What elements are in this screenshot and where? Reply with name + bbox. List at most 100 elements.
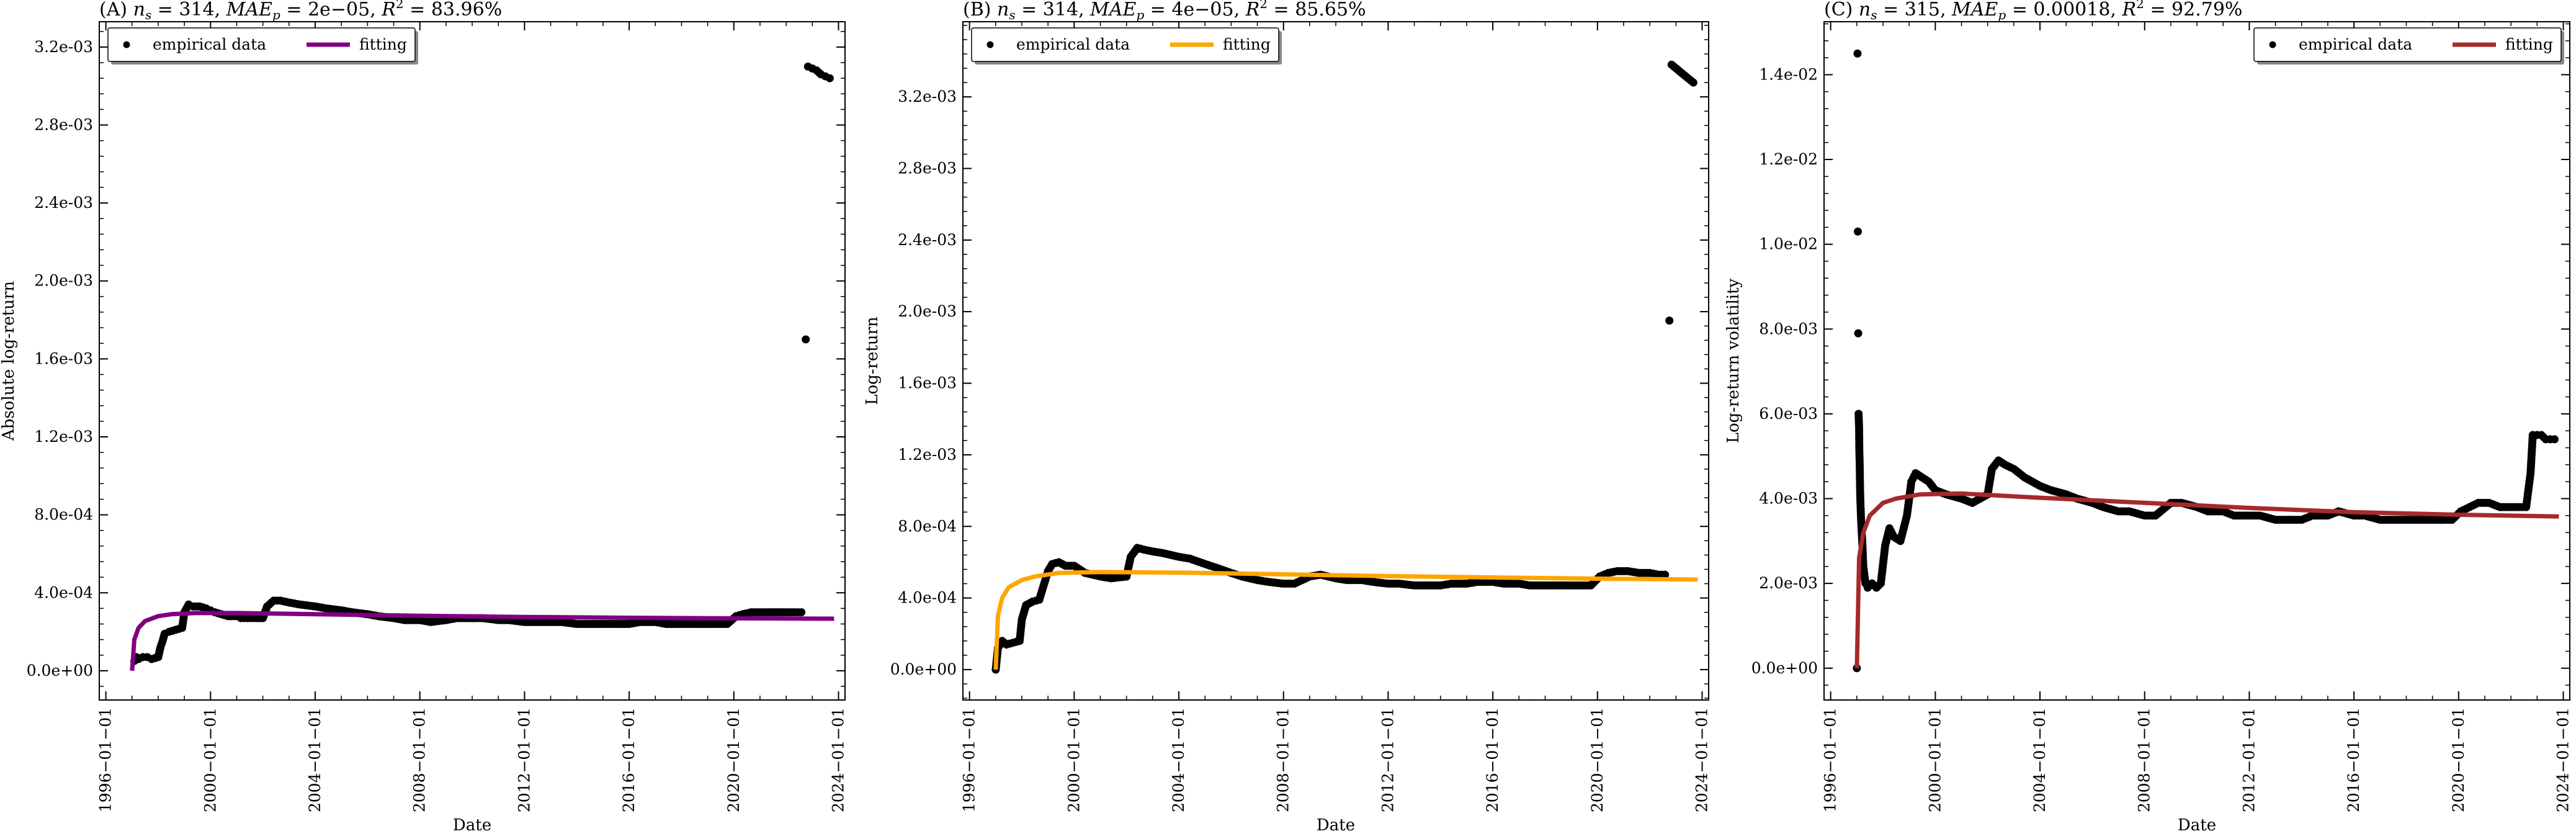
y-tick-label: 0.0e+00 [27,662,93,680]
y-axis-label: Log-return [863,316,882,405]
legend-label-empirical: empirical data [153,35,266,53]
y-tick-label: 8.0e-03 [1759,320,1818,338]
data-point [797,608,806,617]
x-axis-label: Date [1317,816,1355,835]
x-axis-label: Date [453,816,491,835]
empirical-series [1853,49,2559,673]
y-tick-label: 0.0e+00 [890,660,957,678]
y-axis-label: Log-return volatility [1724,278,1743,443]
chart-panel-a: (A) ns = 314, MAEp = 2e−05, R2 = 83.96% 0… [0,0,847,835]
y-tick-label: 6.0e-03 [1759,405,1818,423]
data-point [1665,316,1674,325]
x-tick-label: 2000−01−01 [201,707,219,812]
x-tick-label: 2008−01−01 [2135,707,2153,812]
plot-area [991,60,1698,674]
x-tick-label: 1996−01−01 [97,707,115,812]
y-tick-label: 4.0e-04 [34,583,93,601]
x-tick-label: 2016−01−01 [1483,707,1501,812]
empirical-series [130,62,834,665]
x-tick-label: 2008−01−01 [411,707,429,812]
plot-area [130,62,834,671]
y-tick-label: 4.0e-04 [898,589,957,607]
y-tick-label: 8.0e-04 [898,517,957,535]
x-tick-label: 2020−01−01 [725,707,743,812]
y-tick-label: 2.0e-03 [34,272,93,290]
x-tick-label: 2008−01−01 [1274,707,1292,812]
x-tick-label: 1996−01−01 [960,707,978,812]
axes-frame [99,21,846,701]
x-tick-label: 2004−01−01 [2031,707,2049,812]
axes-frame [962,21,1709,701]
chart-title: (C) ns = 315, MAEp = 0.00018, R2 = 92.79… [1824,0,2242,22]
legend: empirical data fitting [107,27,418,65]
y-tick-label: 1.2e-03 [34,428,93,446]
chart-panel-c: (C) ns = 315, MAEp = 0.00018, R2 = 92.79… [1724,0,2572,835]
x-tick-label: 2012−01−01 [2240,707,2258,812]
data-point [1854,227,1862,236]
fitting-line [130,611,834,671]
data-point [1853,49,1862,58]
legend-label-fitting: fitting [359,35,407,53]
y-tick-label: 2.4e-03 [898,231,957,249]
x-tick-label: 2012−01−01 [515,707,533,812]
legend-label-empirical: empirical data [2299,35,2412,53]
data-point [2550,435,2559,444]
x-tick-label: 2000−01−01 [1926,707,1944,812]
legend: empirical data fitting [971,27,1282,65]
data-point [1689,78,1697,87]
x-tick-label: 2020−01−01 [2449,707,2467,812]
x-tick-label: 2024−01−01 [1693,707,1711,812]
x-tick-label: 2004−01−01 [306,707,324,812]
y-tick-label: 2.8e-03 [898,159,957,177]
x-tick-label: 2020−01−01 [1588,707,1606,812]
x-tick-label: 2024−01−01 [830,707,847,812]
y-axis-label: Absolute log-return [0,281,18,441]
data-point [802,335,810,344]
data-point [1854,329,1863,338]
x-tick-label: 2012−01−01 [1379,707,1397,812]
x-axis-label: Date [2178,816,2216,835]
chart-panel-b: (B) ns = 314, MAEp = 4e−05, R2 = 85.65% 0… [863,0,1711,835]
legend: empirical data fitting [2253,27,2564,65]
legend-label-fitting: fitting [2505,35,2553,53]
y-tick-label: 1.6e-03 [34,349,93,367]
y-tick-label: 1.0e-02 [1759,235,1818,253]
x-tick-label: 1996−01−01 [1822,707,1840,812]
y-tick-label: 3.2e-03 [898,87,957,105]
y-tick-label: 2.0e-03 [898,302,957,320]
legend-marker-empirical [2269,41,2276,48]
axes-frame [1823,21,2570,701]
data-point [1661,570,1670,579]
legend-box [107,27,416,62]
y-tick-label: 2.4e-03 [34,194,93,212]
y-tick-label: 3.2e-03 [34,38,93,56]
x-tick-label: 2016−01−01 [620,707,638,812]
y-tick-label: 1.6e-03 [898,374,957,392]
y-tick-label: 0.0e+00 [1751,659,1818,677]
y-tick-label: 1.2e-02 [1759,150,1818,168]
legend-label-empirical: empirical data [1016,35,1130,53]
data-point [825,74,834,83]
x-tick-label: 2000−01−01 [1065,707,1083,812]
y-tick-label: 2.0e-03 [1759,574,1818,592]
legend-label-fitting: fitting [1223,35,1271,53]
chart-title: (A) ns = 314, MAEp = 2e−05, R2 = 83.96% [99,0,502,22]
plot-area [1853,49,2559,673]
x-tick-label: 2004−01−01 [1169,707,1187,812]
fitting-line [1854,491,2559,668]
empirical-series [991,60,1697,674]
legend-box [2253,27,2562,62]
y-tick-label: 4.0e-03 [1759,490,1818,508]
y-tick-label: 1.2e-03 [898,446,957,464]
y-tick-label: 2.8e-03 [34,115,93,133]
y-tick-label: 1.4e-02 [1759,65,1818,83]
chart-title: (B) ns = 314, MAEp = 4e−05, R2 = 85.65% [963,0,1366,22]
legend-marker-empirical [986,41,994,48]
legend-box [971,27,1279,62]
legend-marker-empirical [123,41,130,48]
y-tick-label: 8.0e-04 [34,506,93,524]
x-tick-label: 2024−01−01 [2554,707,2572,812]
x-tick-label: 2016−01−01 [2345,707,2363,812]
fitting-line [993,570,1698,670]
